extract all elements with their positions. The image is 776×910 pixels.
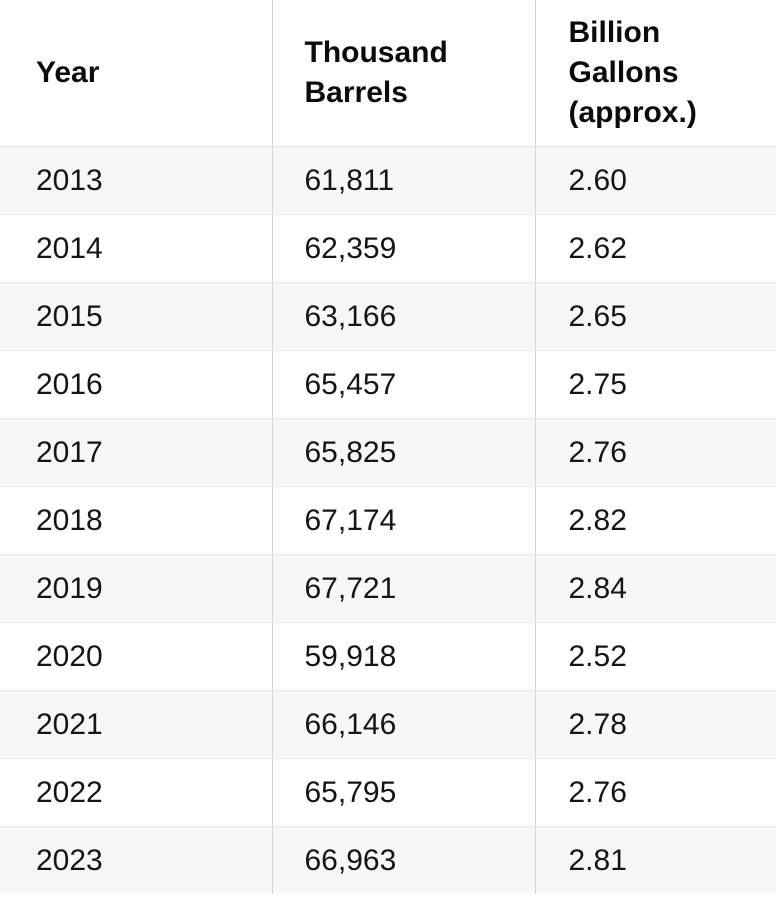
cell-thousand-barrels: 66,963 xyxy=(271,826,535,894)
cell-thousand-barrels: 65,825 xyxy=(271,418,535,487)
table-row: 2019 67,721 2.84 xyxy=(0,554,776,623)
header-thousand-barrels: Thousand Barrels xyxy=(271,0,535,147)
cell-billion-gallons: 2.52 xyxy=(534,622,776,691)
cell-billion-gallons: 2.78 xyxy=(534,690,776,759)
cell-year: 2013 xyxy=(0,146,272,215)
table-row: 2014 62,359 2.62 xyxy=(0,214,776,283)
table-row: 2013 61,811 2.60 xyxy=(0,146,776,215)
table-row: 2017 65,825 2.76 xyxy=(0,418,776,487)
cell-year: 2021 xyxy=(0,690,272,759)
cell-billion-gallons: 2.82 xyxy=(534,486,776,555)
cell-thousand-barrels: 66,146 xyxy=(271,690,535,759)
cell-billion-gallons: 2.76 xyxy=(534,758,776,827)
table-row: 2015 63,166 2.65 xyxy=(0,282,776,351)
table-row: 2020 59,918 2.52 xyxy=(0,622,776,691)
cell-year: 2017 xyxy=(0,418,272,487)
cell-billion-gallons: 2.60 xyxy=(534,146,776,215)
table-row: 2023 66,963 2.81 xyxy=(0,826,776,894)
header-row: Year Thousand Barrels Billion Gallons (a… xyxy=(0,0,776,147)
cell-thousand-barrels: 59,918 xyxy=(271,622,535,691)
cell-billion-gallons: 2.62 xyxy=(534,214,776,283)
table-row: 2018 67,174 2.82 xyxy=(0,486,776,555)
cell-billion-gallons: 2.75 xyxy=(534,350,776,419)
cell-billion-gallons: 2.84 xyxy=(534,554,776,623)
cell-billion-gallons: 2.76 xyxy=(534,418,776,487)
table-row: 2022 65,795 2.76 xyxy=(0,758,776,827)
cell-year: 2020 xyxy=(0,622,272,691)
cell-year: 2019 xyxy=(0,554,272,623)
cell-year: 2018 xyxy=(0,486,272,555)
table-row: 2016 65,457 2.75 xyxy=(0,350,776,419)
cell-billion-gallons: 2.81 xyxy=(534,826,776,894)
cell-thousand-barrels: 67,174 xyxy=(271,486,535,555)
cell-year: 2022 xyxy=(0,758,272,827)
cell-thousand-barrels: 63,166 xyxy=(271,282,535,351)
cell-year: 2023 xyxy=(0,826,272,894)
header-year: Year xyxy=(0,0,272,147)
cell-year: 2014 xyxy=(0,214,272,283)
cell-thousand-barrels: 67,721 xyxy=(271,554,535,623)
cell-year: 2015 xyxy=(0,282,272,351)
table-row: 2021 66,146 2.78 xyxy=(0,690,776,759)
header-billion-gallons: Billion Gallons (approx.) xyxy=(534,0,776,147)
cell-year: 2016 xyxy=(0,350,272,419)
cell-thousand-barrels: 62,359 xyxy=(271,214,535,283)
cell-thousand-barrels: 65,795 xyxy=(271,758,535,827)
cell-thousand-barrels: 61,811 xyxy=(271,146,535,215)
cell-billion-gallons: 2.65 xyxy=(534,282,776,351)
cell-thousand-barrels: 65,457 xyxy=(271,350,535,419)
